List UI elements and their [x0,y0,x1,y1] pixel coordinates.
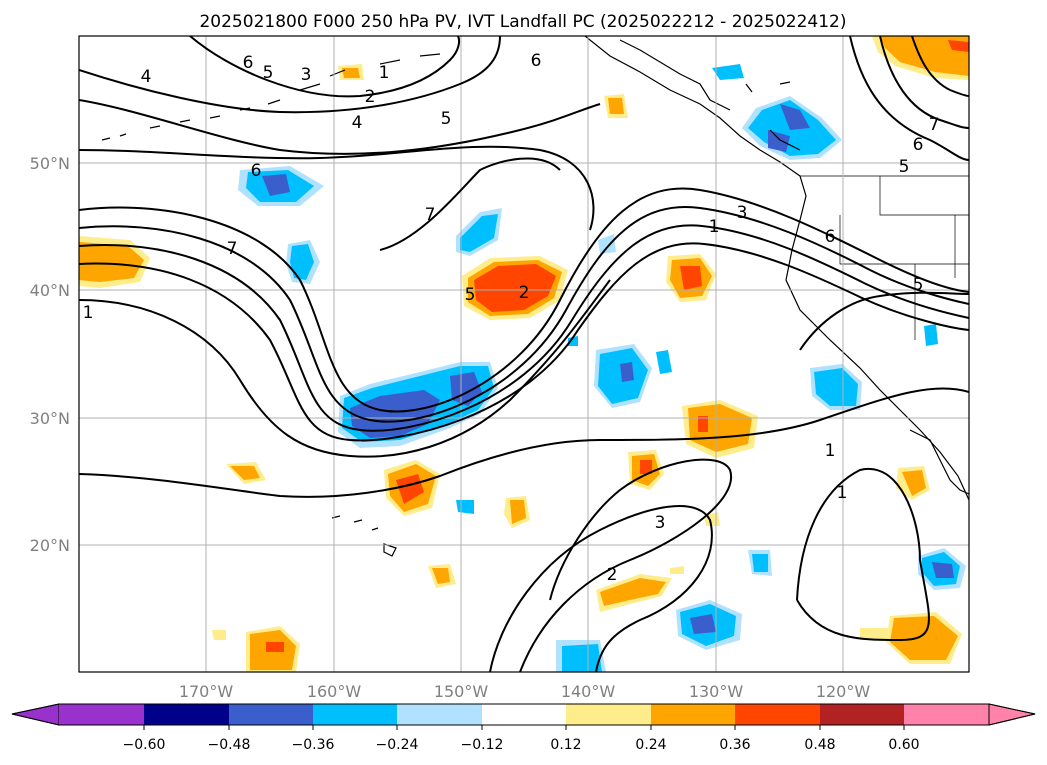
lat-label: 30°N [30,409,70,428]
contour-label: 6 [243,53,254,73]
map-background [79,36,969,672]
colorbar-tick-label: −0.24 [376,737,419,753]
contour-label: 2 [365,87,376,107]
contour-label: 5 [899,157,910,177]
colorbar-segment [144,704,229,725]
contour-label: 3 [655,513,666,533]
figure-title: 2025021800 F000 250 hPa PV, IVT Landfall… [199,12,846,32]
colorbar-segment [735,704,820,725]
contour-label: 7 [425,205,436,225]
negative-anomaly-coast [456,64,966,672]
positive-anomaly-central [462,256,568,320]
contour-label: 2 [607,565,618,585]
colorbar-segment [651,704,735,725]
contour-label: 5 [913,275,924,295]
contour-label: 1 [379,63,390,83]
contour-label: 3 [737,203,748,223]
colorbar-segment [566,704,651,725]
lon-label: 130°W [689,682,744,701]
contour-label: 6 [531,51,542,71]
colorbar-segment [59,704,144,725]
hawaii-islands [331,515,397,557]
graticule [79,36,969,672]
map-panel: 6 5 3 1 4 2 4 5 6 6 7 7 1 5 2 3 1 6 5 1 … [79,36,969,672]
contour-label: 1 [837,483,848,503]
contour-label: 6 [913,135,924,155]
contour-label: 6 [251,161,262,181]
contour-label: 5 [465,285,476,305]
alaska-islands [619,39,801,151]
pv-contours [79,36,969,672]
lon-label: 120°W [816,682,871,701]
aleutian-islands [101,53,441,141]
map-frame [78,35,970,673]
contour-label: 4 [352,113,363,133]
contour-label: 4 [141,67,152,87]
colorbar-tick-label: 0.24 [635,737,666,753]
colorbar: −0.60 −0.48 −0.36 −0.24 −0.12 0.12 0.24 … [11,703,1036,753]
colorbar-segment [397,704,482,725]
north-america-coast [584,36,969,501]
colorbar-tick-label: 0.12 [550,737,581,753]
colorbar-tick-label: −0.36 [292,737,335,753]
contour-label: 7 [227,239,238,259]
colorbar-outline [11,703,1036,726]
borders [800,175,969,340]
colorbar-ticks [143,725,905,730]
lat-label: 40°N [30,281,70,300]
colorbar-segment [482,704,566,725]
contour-labels: 6 5 3 1 4 2 4 5 6 6 7 7 1 5 2 3 1 6 5 1 … [83,51,940,585]
lon-label: 170°W [179,682,234,701]
contour-label: 2 [519,283,530,303]
colorbar-tick-label: −0.60 [123,737,166,753]
latitude-labels: 50°N 40°N 30°N 20°N [30,154,70,555]
contour-label: 1 [825,441,836,461]
colorbar-tick-label: 0.36 [719,737,750,753]
colorbar-tick-label: 0.60 [888,737,919,753]
colorbar-segment [313,704,397,725]
contour-label: 6 [825,227,836,247]
contour-label: 7 [929,115,940,135]
lon-label: 160°W [307,682,362,701]
colorbar-extend-low [11,703,60,726]
contour-label: 3 [301,65,312,85]
colorbar-tick-label: −0.48 [208,737,251,753]
positive-anomaly-left-edge [79,236,150,288]
colorbar-segment [904,704,989,725]
lon-label: 150°W [434,682,489,701]
colorbar-extend-high [988,703,1036,726]
contour-label: 1 [709,217,720,237]
lon-label: 140°W [561,682,616,701]
colorbar-segment [820,704,904,725]
colorbar-segment [229,704,313,725]
contour-label: 1 [83,303,94,323]
colorbar-tick-label: −0.12 [461,737,504,753]
longitude-labels: 170°W 160°W 150°W 140°W 130°W 120°W [179,682,871,701]
pv-shading [79,36,969,672]
lat-label: 20°N [30,536,70,555]
contour-label: 5 [441,109,452,129]
coastlines [101,36,969,557]
colorbar-tick-label: 0.48 [804,737,835,753]
mexico-coast [909,429,969,495]
lat-label: 50°N [30,154,70,173]
contour-label: 5 [263,63,274,83]
